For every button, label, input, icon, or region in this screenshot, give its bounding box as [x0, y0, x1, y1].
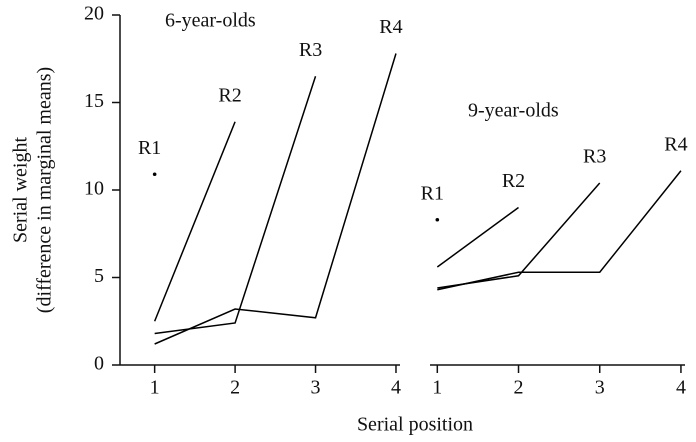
- x-tick-label: 3: [595, 377, 605, 399]
- series-line: [436, 206, 519, 268]
- series-label: R1: [138, 137, 161, 159]
- x-tick-label: 1: [432, 377, 442, 399]
- x-tick-label: 4: [391, 377, 401, 399]
- x-tick-label: 1: [150, 377, 160, 399]
- series-label: R2: [502, 170, 525, 192]
- series-label: R3: [583, 146, 606, 168]
- series-label: R1: [421, 182, 444, 204]
- y-axis-label: Serial weight: [10, 137, 32, 244]
- panel-title: 9-year-olds: [468, 100, 559, 122]
- panel-title: 6-year-olds: [165, 10, 256, 32]
- y-tick-label: 15: [84, 90, 104, 112]
- series-label: R2: [218, 84, 241, 106]
- x-tick-label: 2: [230, 377, 240, 399]
- x-tick-label: 2: [514, 377, 524, 399]
- y-tick-label: 5: [94, 265, 104, 287]
- y-tick-label: 0: [94, 353, 104, 375]
- series-line: [154, 76, 317, 335]
- series-line: [153, 121, 236, 322]
- x-axis-label: Serial position: [357, 414, 473, 436]
- point: [152, 172, 157, 177]
- y-axis-label: (difference in marginal means): [34, 67, 56, 313]
- series-label: R4: [379, 16, 402, 38]
- x-tick-label: 4: [676, 377, 686, 399]
- point: [435, 217, 440, 222]
- x-tick-label: 3: [311, 377, 321, 399]
- series-label: R3: [299, 39, 322, 61]
- series-label: R4: [664, 133, 687, 155]
- series-line: [437, 170, 682, 291]
- y-tick-label: 20: [84, 3, 104, 25]
- series-line: [154, 53, 397, 345]
- y-tick-label: 10: [84, 178, 104, 200]
